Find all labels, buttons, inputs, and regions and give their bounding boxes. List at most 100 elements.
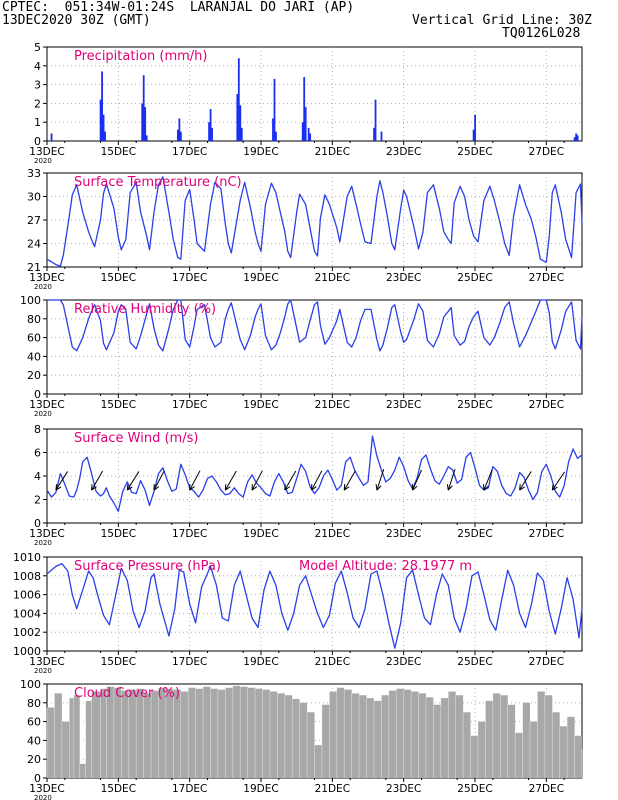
precip-bar (575, 133, 578, 141)
precipitation-ytick-label: 3 (34, 79, 41, 92)
precip-bar (303, 77, 306, 141)
pressure-xtick-label: 17DEC (172, 656, 207, 668)
wind-xtick-label: 27DEC (529, 528, 564, 540)
cloud_cover-xtick-label: 15DEC (101, 783, 136, 795)
wind-arrow (284, 470, 297, 491)
wind-arrow-head (311, 486, 317, 491)
humidity-series-line (47, 299, 583, 352)
wind-panel: 0 2 4 6 8 13DEC 15DEC 17DEC 19DEC 21DEC 23DEC 25DEC… (29, 423, 583, 547)
humidity-ytick-label: 20 (27, 369, 41, 382)
humidity-xtick-label: 27DEC (529, 399, 564, 411)
precip-bar (50, 133, 53, 141)
precipitation-ytick-label: 5 (34, 41, 41, 54)
precipitation-ytick-label: 1 (34, 116, 41, 129)
cloud_cover-xtick-label: 19DEC (243, 783, 278, 795)
cloud_cover-ytick-label: 100 (20, 678, 41, 691)
precip-bar (474, 114, 476, 141)
cloud_cover-xtick-label: 25DEC (457, 783, 492, 795)
pressure-xtick-label: 23DEC (386, 656, 421, 668)
wind-arrow-head (376, 485, 382, 491)
header-model-code: TQ0126L028 (502, 26, 581, 41)
pressure-xtick-label: 15DEC (101, 656, 136, 668)
temperature-series-line (46, 176, 583, 267)
cloud_cover-xtick-label: 17DEC (172, 783, 207, 795)
precip-bar (101, 71, 103, 141)
wind-arrow-head (519, 486, 525, 491)
wind-arrow (153, 470, 165, 491)
pressure-title: Surface Pressure (hPa) (74, 559, 221, 574)
wind-xtick-label: 15DEC (101, 528, 136, 540)
pressure-xtick-label: 19DEC (243, 656, 278, 668)
header-line-1: CPTEC: 051:34W-01:24S LARANJAL DO JARI (… (2, 0, 355, 15)
pressure-ytick-label: 1000 (13, 645, 41, 658)
temperature-xtick-label: 21DEC (315, 272, 350, 284)
precip-bar (373, 127, 375, 141)
precip-bar (380, 131, 383, 141)
precipitation-xtick-label: 27DEC (529, 146, 564, 158)
precipitation-xtick-label: 15DEC (101, 146, 136, 158)
pressure-ytick-label: 1002 (13, 626, 41, 639)
humidity-ytick-label: 60 (27, 332, 41, 345)
precip-bar (142, 75, 145, 141)
wind-arrow-head (251, 486, 258, 491)
wind-arrow-head (153, 486, 160, 491)
cloud_cover-ytick-label: 60 (27, 716, 41, 729)
humidity-xtick-label: 25DEC (457, 399, 492, 411)
cloud_cover-panel: 0 20 40 60 80 100 13DEC 15DEC 17DEC 19DEC 21DEC 23D… (20, 678, 583, 800)
wind-arrow-head (189, 486, 195, 491)
temperature-year-label: 2020 (34, 283, 52, 291)
cloud_cover-xtick-label: 27DEC (529, 783, 564, 795)
humidity-ytick-label: 100 (20, 294, 41, 307)
pressure-xtick-label: 27DEC (529, 656, 564, 668)
humidity-title: Relative Humidity (%) (74, 302, 216, 317)
precip-bar (573, 137, 576, 141)
wind-xtick-label: 17DEC (172, 528, 207, 540)
pressure-xtick-label: 21DEC (315, 656, 350, 668)
precip-bar (472, 129, 475, 141)
humidity-xtick-label: 13DEC (29, 399, 64, 411)
cloud_cover-title: Cloud Cover (%) (74, 686, 180, 701)
pressure-ytick-label: 1004 (13, 607, 41, 620)
precip-bar (178, 118, 181, 141)
precip-bar (211, 127, 213, 141)
wind-arrow (224, 470, 237, 491)
wind-ytick-label: 2 (34, 494, 41, 507)
temperature-xtick-label: 15DEC (101, 272, 136, 284)
humidity-panel: 0 20 40 60 80 100 13DEC 15DEC 17DEC 19DEC 21DEC 23D… (20, 294, 583, 418)
wind-arrow-head (225, 486, 231, 491)
wind-arrow (91, 470, 104, 491)
temperature-panel: 21 24 27 30 33 13DEC 15DEC 17DEC 19DEC 21DEC 23DEC… (27, 167, 583, 291)
wind-arrow-head (552, 486, 558, 491)
precip-bar (239, 105, 242, 141)
wind-arrow-head (55, 486, 62, 491)
precipitation-panel: 0 1 2 3 4 5 13DEC 15DEC 17DEC 19DEC 21DEC 23DEC 25DE… (29, 41, 583, 165)
wind-xtick-label: 25DEC (457, 528, 492, 540)
cloud_cover-ytick-label: 40 (27, 734, 41, 747)
cloud_cover-ytick-label: 80 (27, 697, 41, 710)
precip-bar (179, 131, 182, 141)
wind-arrow-head (284, 486, 291, 491)
precipitation-xtick-label: 19DEC (243, 146, 278, 158)
wind-arrow (343, 470, 356, 491)
wind-year-label: 2020 (34, 539, 52, 547)
precip-bar (144, 107, 147, 141)
cloud_cover-xtick-label: 23DEC (386, 783, 421, 795)
precipitation-ytick-label: 4 (34, 60, 41, 73)
cloud_cover-xtick-label: 13DEC (29, 783, 64, 795)
wind-arrow-head (55, 484, 58, 491)
precip-bar (275, 131, 277, 141)
humidity-ytick-label: 40 (27, 350, 41, 363)
cloud_cover-ytick-label: 20 (27, 753, 41, 766)
temperature-ytick-label: 30 (27, 191, 41, 204)
cloud_cover-year-label: 2020 (34, 794, 52, 800)
wind-xtick-label: 21DEC (315, 528, 350, 540)
precip-bar (576, 135, 579, 141)
header-grid-info: Vertical Grid Line: 30Z (412, 13, 593, 28)
precip-bar (208, 122, 210, 141)
wind-arrow (126, 471, 140, 491)
precip-bar (104, 131, 106, 141)
temperature-xtick-label: 17DEC (172, 272, 207, 284)
header-date: 13DEC2020 30Z (GMT) (2, 13, 151, 28)
precipitation-xtick-label: 23DEC (386, 146, 421, 158)
temperature-xtick-label: 19DEC (243, 272, 278, 284)
